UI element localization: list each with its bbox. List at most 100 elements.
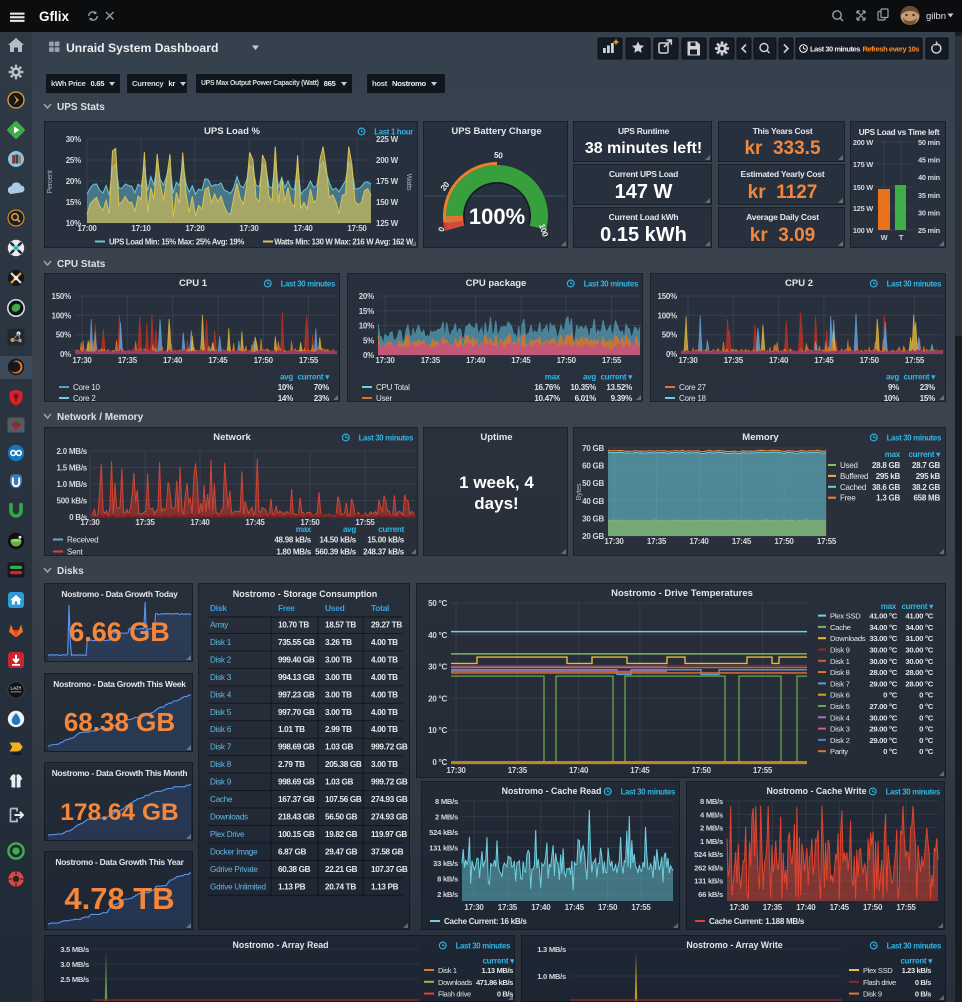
- svg-text:4.78 TB: 4.78 TB: [64, 881, 174, 916]
- svg-text:17:10: 17:10: [131, 224, 151, 233]
- svg-text:35 min: 35 min: [918, 191, 941, 200]
- svg-text:205.38 GB: 205.38 GB: [325, 760, 362, 769]
- svg-text:17:35: 17:35: [508, 766, 528, 775]
- svg-text:CPU Total: CPU Total: [376, 383, 410, 392]
- svg-text:0 °C: 0 °C: [883, 747, 898, 756]
- svg-text:avg: avg: [343, 525, 356, 534]
- svg-text:17:55: 17:55: [896, 903, 916, 912]
- svg-text:W: W: [881, 233, 888, 242]
- svg-text:100 W: 100 W: [853, 226, 873, 235]
- svg-text:14%: 14%: [278, 394, 293, 402]
- svg-text:10.70 TB: 10.70 TB: [278, 621, 309, 630]
- svg-text:kr 1127: kr 1127: [748, 182, 818, 203]
- svg-text:30 GB: 30 GB: [582, 514, 604, 523]
- svg-text:10.35%: 10.35%: [570, 383, 596, 392]
- svg-text:Nostromo - Drive Temperatures: Nostromo - Drive Temperatures: [611, 588, 753, 599]
- svg-text:kr 333.5: kr 333.5: [744, 138, 820, 159]
- svg-text:Core 10: Core 10: [73, 383, 101, 392]
- svg-text:17:50: 17:50: [598, 903, 618, 912]
- svg-text:Core 27: Core 27: [679, 383, 707, 392]
- svg-text:28.8 GB: 28.8 GB: [872, 461, 901, 470]
- svg-text:1.03 GB: 1.03 GB: [325, 778, 353, 787]
- svg-text:17:50: 17:50: [347, 224, 367, 233]
- svg-text:0 B/s: 0 B/s: [69, 513, 88, 522]
- svg-text:25%: 25%: [66, 156, 81, 165]
- svg-text:20 GB: 20 GB: [582, 532, 604, 541]
- svg-text:Array: Array: [210, 621, 229, 630]
- svg-text:29.27 TB: 29.27 TB: [371, 621, 402, 630]
- svg-text:0 °C: 0 °C: [432, 758, 447, 767]
- svg-text:4.00 TB: 4.00 TB: [371, 708, 398, 717]
- svg-text:3.5 MB/s: 3.5 MB/s: [60, 945, 89, 954]
- svg-text:31.00 °C: 31.00 °C: [905, 634, 933, 643]
- svg-text:avg: avg: [280, 373, 293, 382]
- svg-text:CPU Stats: CPU Stats: [57, 259, 106, 270]
- svg-text:Last 30 minutes: Last 30 minutes: [621, 788, 676, 797]
- svg-text:17:30: 17:30: [375, 356, 395, 365]
- svg-text:1.13 PB: 1.13 PB: [278, 882, 306, 891]
- svg-text:kr 3.09: kr 3.09: [750, 225, 816, 246]
- svg-text:17:55: 17:55: [631, 903, 651, 912]
- svg-text:Last 30 minutes: Last 30 minutes: [456, 942, 511, 951]
- svg-text:4.00 TB: 4.00 TB: [371, 725, 398, 734]
- svg-text:225 W: 225 W: [376, 135, 399, 144]
- svg-text:1.3 GB: 1.3 GB: [876, 494, 900, 503]
- svg-text:Last 30 minutes: Last 30 minutes: [810, 45, 860, 54]
- svg-text:current ▾: current ▾: [482, 957, 515, 966]
- svg-text:UPS Runtime: UPS Runtime: [618, 126, 670, 136]
- svg-text:23%: 23%: [920, 383, 935, 392]
- svg-text:17:35: 17:35: [421, 356, 441, 365]
- svg-text:10%: 10%: [278, 383, 293, 392]
- svg-text:0: 0: [437, 225, 447, 232]
- svg-text:17:50: 17:50: [860, 356, 880, 365]
- svg-text:Disk 1: Disk 1: [210, 638, 232, 647]
- svg-text:560.39 kB/s: 560.39 kB/s: [315, 548, 357, 557]
- svg-text:Downloads: Downloads: [438, 978, 473, 987]
- svg-text:Flash drive: Flash drive: [863, 978, 896, 987]
- svg-text:15%: 15%: [359, 307, 374, 316]
- svg-text:1.0 MB/s: 1.0 MB/s: [537, 972, 566, 981]
- svg-text:28.00 °C: 28.00 °C: [905, 679, 933, 688]
- svg-text:Last 30 minutes: Last 30 minutes: [887, 280, 942, 289]
- svg-text:27.00 °C: 27.00 °C: [869, 702, 897, 711]
- svg-text:19.82 GB: 19.82 GB: [325, 830, 358, 839]
- svg-text:Nostromo - Array Write: Nostromo - Array Write: [686, 940, 782, 950]
- svg-text:295 kB: 295 kB: [876, 472, 901, 481]
- svg-text:days!: days!: [474, 494, 518, 513]
- svg-text:User: User: [376, 394, 392, 402]
- svg-text:Cache Current: 1.188 MB/s: Cache Current: 1.188 MB/s: [709, 917, 805, 926]
- svg-text:17:50: 17:50: [774, 537, 794, 546]
- svg-text:0 °C: 0 °C: [919, 725, 934, 734]
- svg-text:UPS Load Min: 15% Max: 25% Av: UPS Load Min: 15% Max: 25% Avg: 19%: [109, 238, 244, 247]
- svg-text:This Years Cost: This Years Cost: [753, 126, 813, 136]
- svg-text:1.13 MB/s: 1.13 MB/s: [482, 966, 514, 975]
- svg-text:Gflix: Gflix: [39, 9, 69, 24]
- svg-text:38.2 GB: 38.2 GB: [912, 483, 941, 492]
- svg-text:175 W: 175 W: [853, 160, 873, 169]
- svg-text:Disk 3: Disk 3: [210, 673, 232, 682]
- svg-text:1.01 TB: 1.01 TB: [278, 725, 305, 734]
- svg-text:25 min: 25 min: [918, 226, 941, 235]
- svg-text:Disk 9: Disk 9: [830, 646, 850, 655]
- svg-text:107.37 GB: 107.37 GB: [371, 865, 408, 874]
- svg-text:Bytes: Bytes: [574, 483, 583, 500]
- svg-text:0 °C: 0 °C: [883, 691, 898, 700]
- svg-text:30.00 °C: 30.00 °C: [869, 657, 897, 666]
- svg-text:40 GB: 40 GB: [582, 497, 604, 506]
- svg-text:1.03 GB: 1.03 GB: [325, 743, 353, 752]
- svg-text:17:30: 17:30: [464, 903, 484, 912]
- svg-text:70%: 70%: [314, 383, 329, 392]
- svg-text:50 GB: 50 GB: [582, 479, 604, 488]
- svg-text:Last 30 minutes: Last 30 minutes: [359, 434, 414, 443]
- svg-text:3.00 TB: 3.00 TB: [371, 760, 398, 769]
- svg-text:Nostromo - Array Read: Nostromo - Array Read: [233, 940, 329, 950]
- svg-text:999.72 GB: 999.72 GB: [371, 778, 408, 787]
- svg-text:Disk 4: Disk 4: [210, 690, 232, 699]
- svg-text:Disk 8: Disk 8: [210, 760, 232, 769]
- svg-text:CPU 2: CPU 2: [785, 278, 813, 289]
- svg-text:0 °C: 0 °C: [919, 736, 934, 745]
- svg-text:Last 30 minutes: Last 30 minutes: [887, 942, 942, 951]
- svg-text:Nostromo - Cache Read: Nostromo - Cache Read: [502, 786, 602, 796]
- svg-text:Unraid System Dashboard: Unraid System Dashboard: [66, 41, 218, 55]
- svg-text:10 °C: 10 °C: [428, 726, 447, 735]
